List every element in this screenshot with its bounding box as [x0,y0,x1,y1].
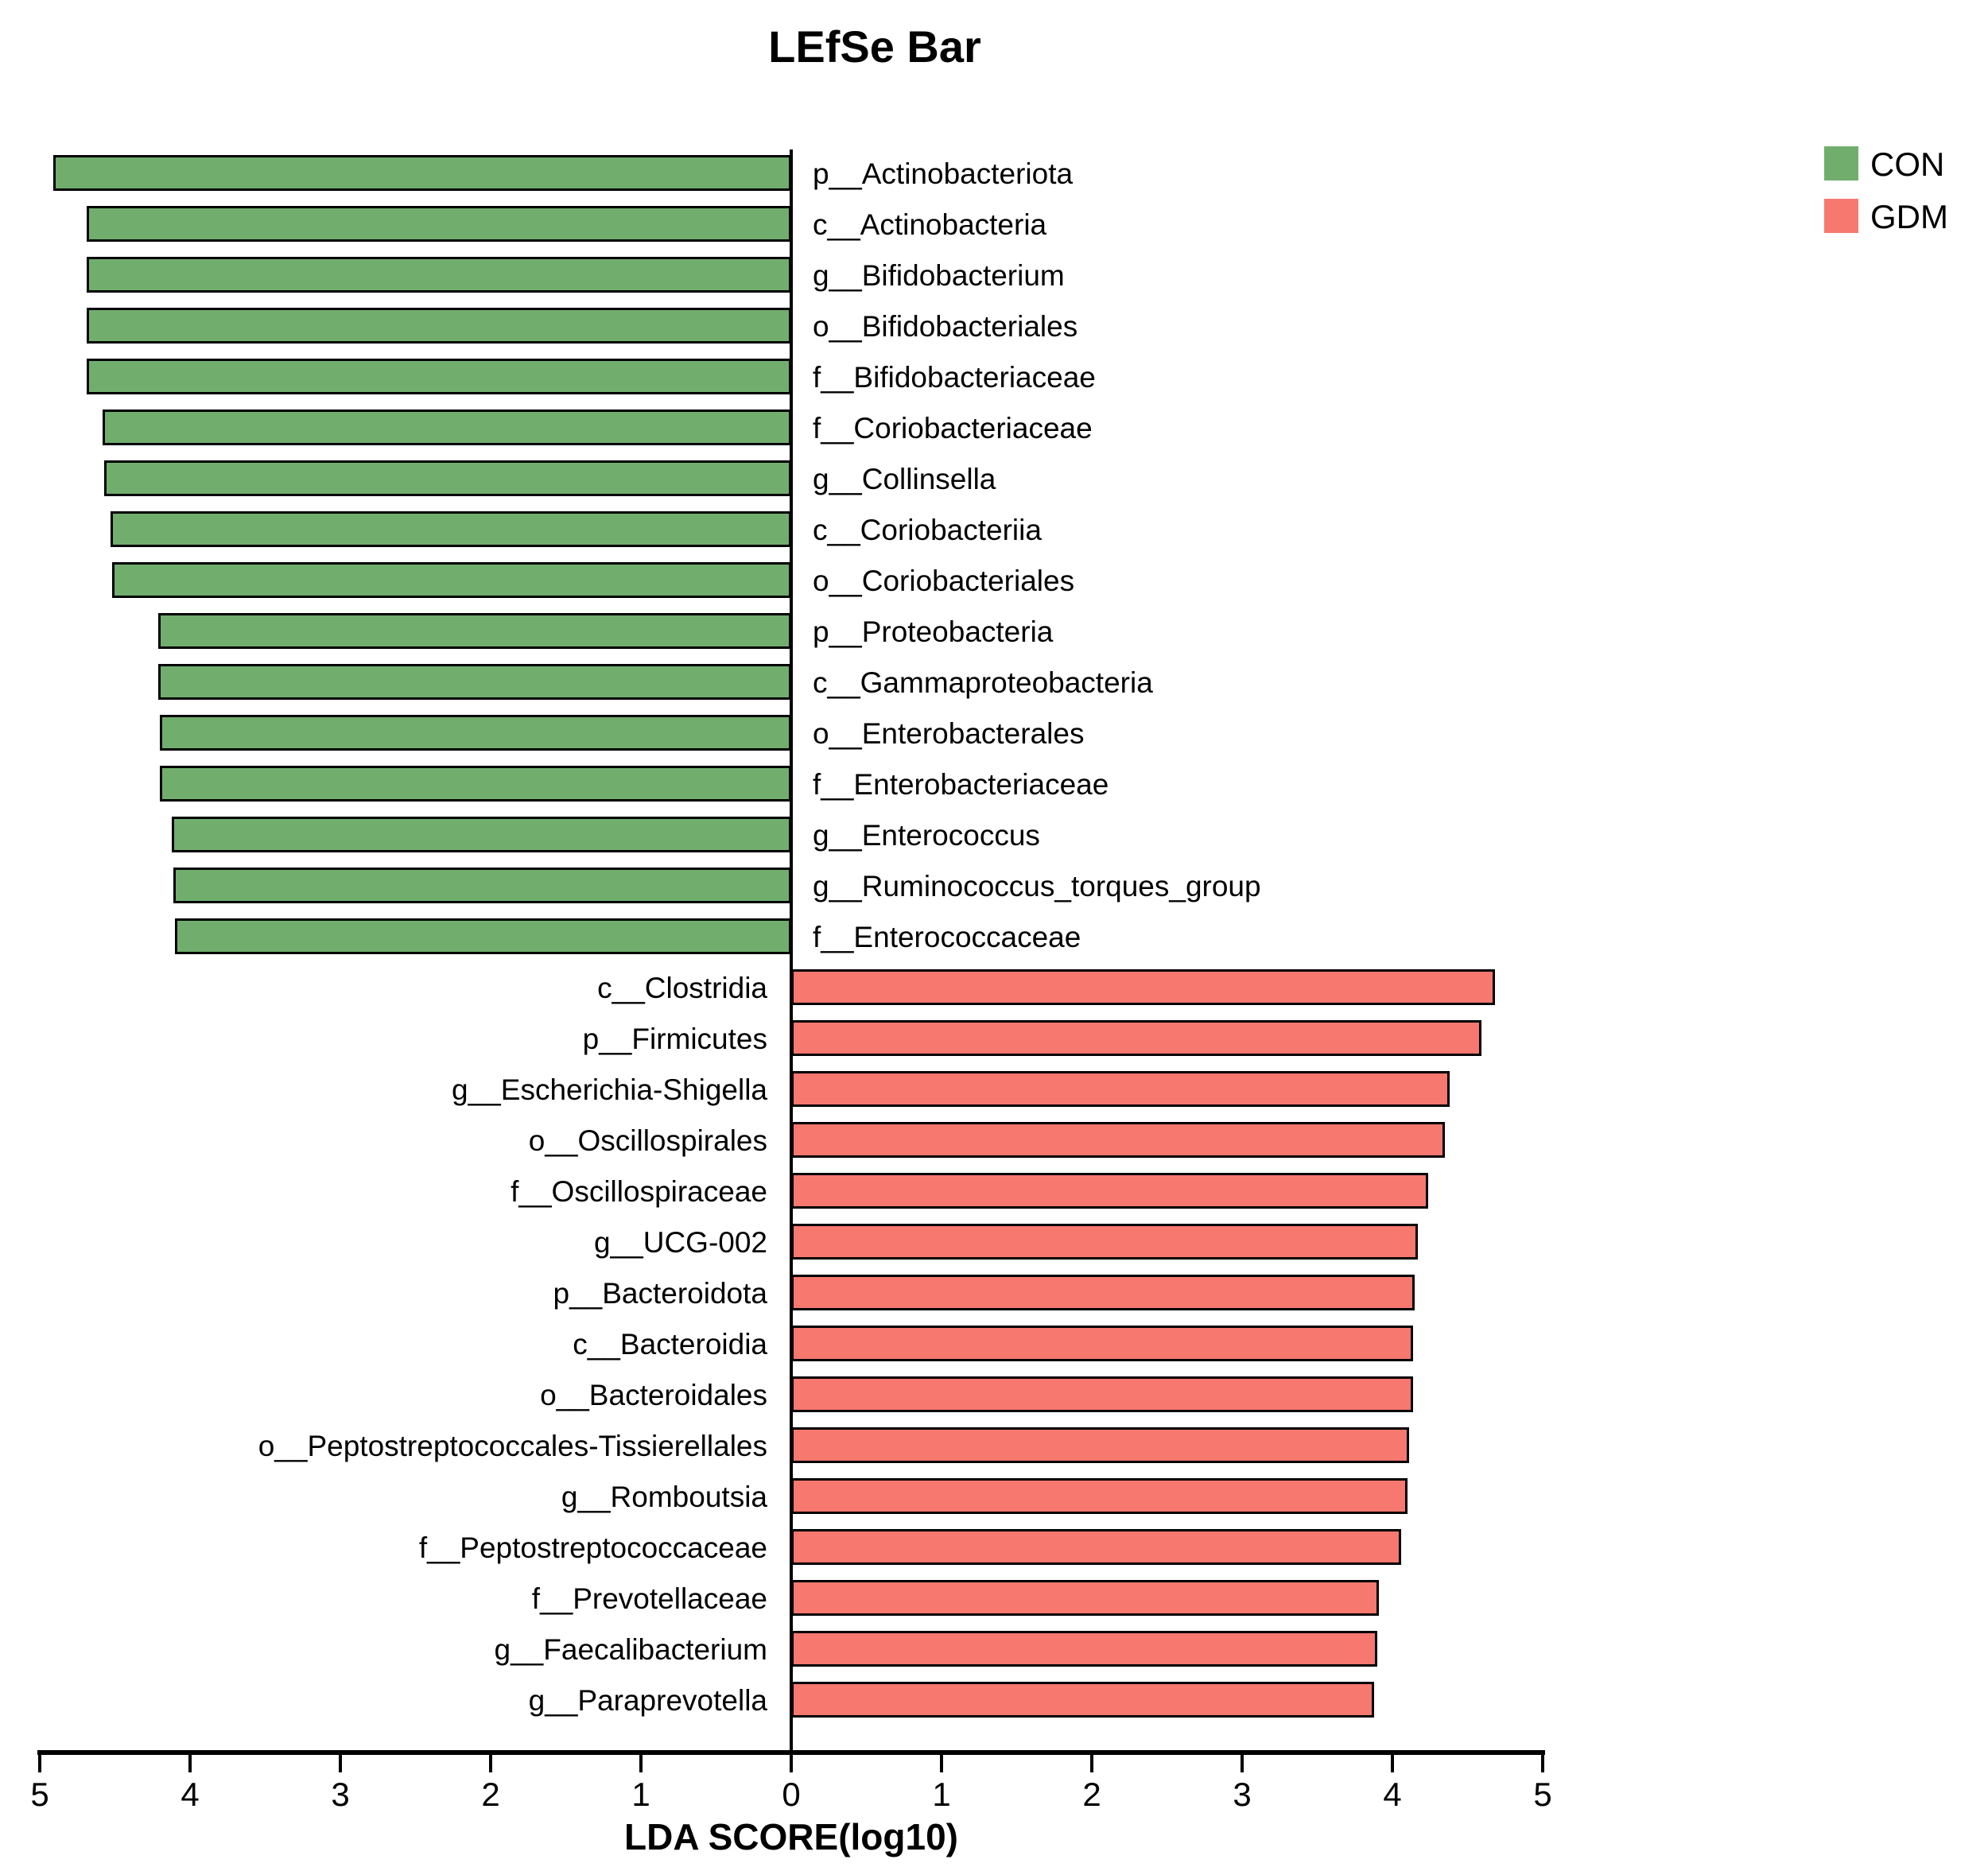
lda-bar [791,1122,1445,1158]
x-axis-tick-label: 5 [30,1776,49,1813]
x-axis-tick-label: 0 [782,1776,801,1813]
legend-label-con: CON [1870,146,1945,183]
taxon-label: o__Coriobacteriales [813,565,1075,597]
x-axis-tick [38,1755,41,1772]
x-axis-tick-label: 4 [181,1776,200,1813]
taxon-label: g__Romboutsia [561,1481,767,1513]
x-axis-tick-label: 1 [631,1776,650,1813]
taxon-label: g__Bifidobacterium [813,259,1065,292]
lda-bar [172,817,791,852]
x-axis-tick [940,1755,943,1772]
chart-title: LEfSe Bar [768,21,981,72]
con-color-swatch [1824,146,1858,181]
lda-bar [791,1631,1377,1667]
x-axis-tick [339,1755,342,1772]
x-axis-line [37,1750,1545,1755]
lda-bar [87,257,791,293]
lda-bar [791,1326,1413,1361]
lda-bar [173,868,791,903]
taxon-label: g__Paraprevotella [528,1684,767,1717]
x-axis-tick-label: 3 [1233,1776,1252,1813]
x-axis-tick-label: 2 [1082,1776,1101,1813]
lda-bar [158,613,791,649]
x-axis-tick [489,1755,492,1772]
lda-bar [104,460,791,496]
lda-bar [791,1020,1481,1056]
lda-bar [160,766,791,802]
lda-bar [160,715,791,751]
lda-bar [791,1529,1401,1565]
x-axis-tick [1391,1755,1394,1772]
taxon-label: p__Bacteroidota [553,1277,767,1310]
taxon-label: o__Peptostreptococcales-Tissierellales [258,1430,767,1462]
lda-bar [791,1682,1374,1718]
taxon-label: o__Bacteroidales [540,1379,767,1411]
taxon-label: f__Oscillospiraceae [511,1175,767,1208]
x-axis-tick [1541,1755,1544,1772]
lda-bar [791,1224,1418,1260]
taxon-label: c__Coriobacteriia [813,514,1042,546]
lda-bar [87,359,791,394]
x-axis-tick-label: 3 [331,1776,350,1813]
taxon-label: p__Proteobacteria [813,615,1054,648]
lda-bar [87,308,791,344]
taxon-label: p__Actinobacteriota [813,157,1074,190]
taxon-label: f__Enterobacteriaceae [813,768,1109,801]
x-axis-tick [639,1755,643,1772]
taxon-label: c__Bacteroidia [573,1328,767,1361]
lda-bar [175,918,791,954]
x-axis-tick [1241,1755,1244,1772]
lda-bar [791,1580,1379,1616]
legend-label-gdm: GDM [1870,198,1948,235]
lda-bar [53,155,791,191]
taxon-label: g__Ruminococcus_torques_group [813,870,1261,903]
taxon-label: o__Oscillospirales [528,1124,767,1157]
taxon-label: c__Clostridia [597,972,767,1004]
lda-bar [791,1071,1450,1107]
taxon-label: f__Peptostreptococcaceae [418,1531,767,1564]
lda-bar [791,1173,1428,1209]
taxon-label: c__Gammaproteobacteria [813,666,1153,699]
lda-bar [791,1427,1409,1463]
lda-bar [103,410,791,445]
x-axis-tick [790,1755,793,1772]
lda-bar [791,1478,1408,1514]
taxon-label: g__Faecalibacterium [494,1633,767,1666]
taxon-label: g__Collinsella [813,463,996,495]
taxon-label: p__Firmicutes [582,1023,767,1055]
taxon-label: g__Escherichia-Shigella [452,1073,767,1106]
lda-bar [791,1376,1413,1412]
taxon-label: g__UCG-002 [593,1226,767,1259]
taxon-label: f__Prevotellaceae [531,1582,767,1615]
lda-bar [112,562,791,598]
lda-bar [111,511,791,547]
zero-axis-line [790,149,793,1754]
taxon-label: f__Enterococcaceae [813,921,1081,953]
taxon-label: f__Coriobacteriaceae [813,412,1093,444]
taxon-label: o__Bifidobacteriales [813,310,1078,343]
x-axis-tick-label: 2 [481,1776,500,1813]
x-axis-tick-label: 5 [1533,1776,1552,1813]
x-axis-tick [188,1755,192,1772]
x-axis-title: LDA SCORE(log10) [624,1816,958,1857]
lda-bar [791,1275,1415,1310]
gdm-color-swatch [1824,199,1858,233]
lda-bar [87,206,791,242]
taxon-label: o__Enterobacterales [813,717,1085,750]
taxon-label: c__Actinobacteria [813,208,1047,241]
lda-bar [791,969,1495,1005]
x-axis-tick [1090,1755,1093,1772]
taxon-label: g__Enterococcus [813,819,1040,852]
lda-bar [158,664,791,700]
taxon-label: f__Bifidobacteriaceae [813,361,1096,394]
x-axis-tick-label: 4 [1383,1776,1402,1813]
x-axis-tick-label: 1 [932,1776,951,1813]
